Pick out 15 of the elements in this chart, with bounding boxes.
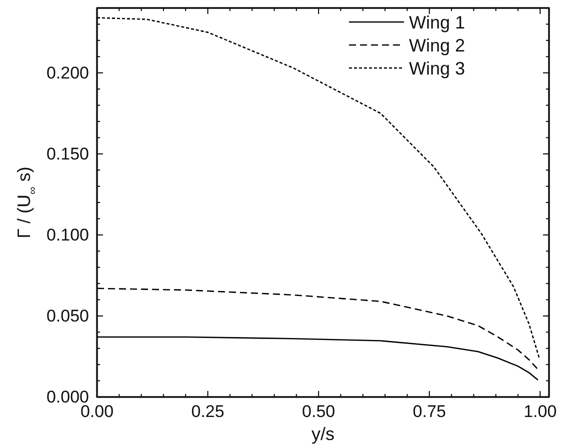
y-tick-label: 0.150 xyxy=(46,144,89,164)
line-series xyxy=(96,17,540,359)
legend-label: Wing 3 xyxy=(409,58,466,78)
y-tick-label: 0.050 xyxy=(46,306,89,326)
x-tick-label: 0.50 xyxy=(302,402,336,422)
legend-label: Wing 1 xyxy=(409,12,466,32)
y-tick-label: 0.200 xyxy=(46,63,89,82)
line-series xyxy=(96,288,539,370)
x-tick-label: 1.00 xyxy=(524,402,557,422)
x-tick-label: 0.25 xyxy=(191,402,224,422)
line-series xyxy=(96,336,539,381)
x-axis-title: y/s xyxy=(311,424,335,444)
x-tick-label: 0.75 xyxy=(412,402,446,422)
legend-label: Wing 2 xyxy=(409,35,466,56)
y-tick-label: 0.100 xyxy=(46,225,89,244)
